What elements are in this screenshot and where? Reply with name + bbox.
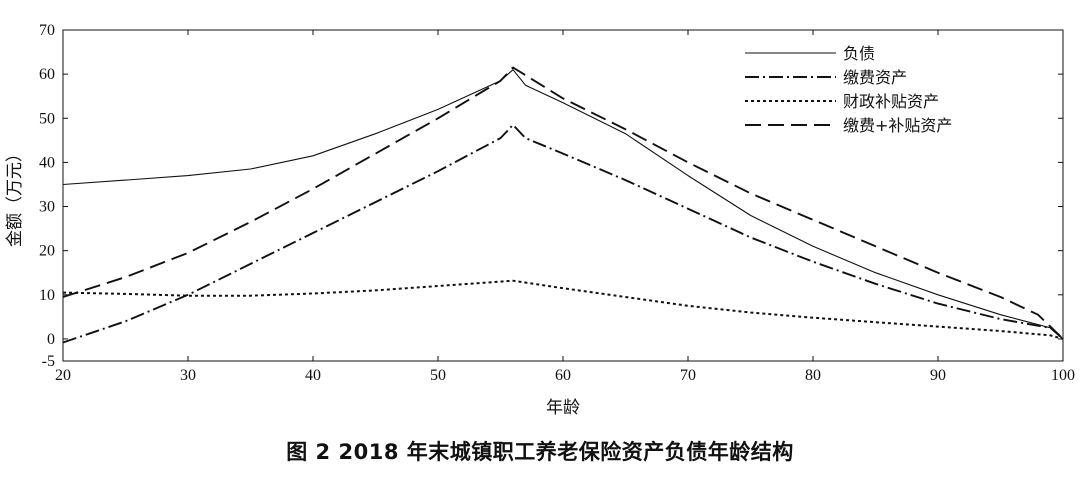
y-tick-label: 40 <box>39 154 55 171</box>
y-tick-label: 0 <box>47 331 55 348</box>
series-line-2 <box>62 123 1064 344</box>
x-tick-label: 60 <box>555 367 571 384</box>
x-tick-label: 20 <box>55 367 71 384</box>
x-tick-label: 30 <box>180 367 196 384</box>
x-axis-title: 年龄 <box>546 398 580 418</box>
y-tick-label: 70 <box>39 22 55 39</box>
series-line-3 <box>62 279 1064 340</box>
y-tick-label: -5 <box>42 353 55 370</box>
y-tick-label: 30 <box>39 199 55 216</box>
series-lines <box>62 66 1064 344</box>
y-tick-label: 60 <box>39 66 55 83</box>
x-tick-label: 90 <box>930 367 946 384</box>
figure-caption: 图 2 2018 年末城镇职工养老保险资产负债年龄结构 <box>286 440 794 464</box>
x-tick-label: 70 <box>680 367 696 384</box>
series-line-1 <box>62 69 1064 340</box>
x-tick-label: 40 <box>305 367 321 384</box>
y-tick-label: 50 <box>39 110 55 127</box>
axis-ticks: 20 30 40 50 60 70 80 90 100 -5 0 10 20 30 40 50 60 70 <box>39 22 1075 384</box>
legend-label: 缴费+补贴资产 <box>843 116 952 135</box>
series-line-4 <box>62 66 1064 340</box>
legend-box <box>742 40 988 144</box>
legend-label: 负债 <box>843 44 875 63</box>
x-tick-label: 80 <box>805 367 821 384</box>
x-tick-label: 100 <box>1051 367 1075 384</box>
legend-label: 财政补贴资产 <box>843 92 939 111</box>
y-tick-label: 20 <box>39 243 55 260</box>
legend-label: 缴费资产 <box>843 68 907 87</box>
x-tick-label: 50 <box>430 367 446 384</box>
y-axis-title: 金额（万元） <box>5 145 25 247</box>
y-tick-label: 10 <box>39 287 55 304</box>
